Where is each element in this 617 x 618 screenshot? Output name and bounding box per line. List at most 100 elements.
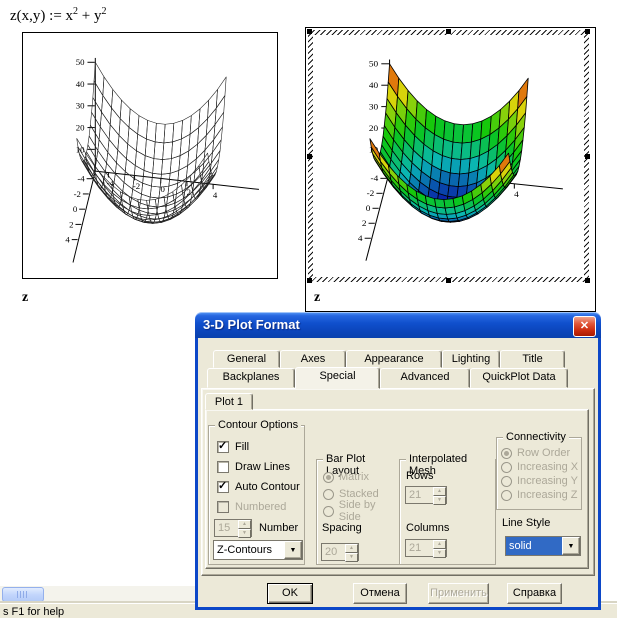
formula-base: z(x,y) := x bbox=[10, 8, 74, 24]
group-caption: Connectivity bbox=[503, 431, 569, 443]
group-caption: Interpolated Mesh bbox=[406, 453, 495, 477]
fill-checkbox[interactable]: Fill bbox=[217, 439, 250, 454]
tab-plot-1[interactable]: Plot 1 bbox=[205, 393, 253, 410]
math-expression[interactable]: z(x,y) := x2 + y2 bbox=[10, 6, 107, 25]
selection-handle[interactable] bbox=[585, 154, 590, 159]
stacked-radio: Stacked bbox=[323, 487, 379, 501]
ok-button[interactable]: OK bbox=[267, 583, 313, 604]
plot-axis-label: z bbox=[22, 290, 29, 305]
scrollbar-grip bbox=[17, 591, 29, 598]
selection-handle[interactable] bbox=[585, 278, 590, 283]
chevron-down-icon[interactable]: ▼ bbox=[284, 541, 302, 559]
svg-text:20: 20 bbox=[76, 123, 85, 133]
svg-text:4: 4 bbox=[358, 233, 363, 243]
checkbox-box bbox=[217, 501, 229, 513]
spinner-value: 21 bbox=[409, 489, 422, 501]
cancel-button[interactable]: Отмена bbox=[353, 583, 407, 604]
svg-text:-4: -4 bbox=[107, 178, 115, 188]
increasing-y-radio: Increasing Y bbox=[501, 474, 578, 488]
auto-contour-checkbox[interactable]: Auto Contour bbox=[217, 479, 300, 494]
radio-label: Increasing Z bbox=[517, 489, 578, 501]
selection-handle[interactable] bbox=[446, 278, 451, 283]
spin-down-icon: ▼ bbox=[433, 549, 446, 558]
radio-circle bbox=[501, 447, 512, 459]
selection-handle[interactable] bbox=[585, 29, 590, 34]
increasing-x-radio: Increasing X bbox=[501, 460, 578, 474]
selection-handle[interactable] bbox=[307, 278, 312, 283]
formula-exponent: 2 bbox=[73, 6, 79, 17]
tab-appearance[interactable]: Appearance bbox=[346, 350, 442, 368]
draw-lines-checkbox[interactable]: Draw Lines bbox=[217, 460, 290, 474]
line-style-select[interactable]: solid ▼ bbox=[505, 536, 581, 556]
status-text: s F1 for help bbox=[3, 606, 65, 618]
svg-text:40: 40 bbox=[76, 79, 85, 89]
dialog-titlebar[interactable]: 3-D Plot Format ✕ bbox=[195, 312, 601, 338]
group-caption: Bar Plot Layout bbox=[323, 453, 399, 477]
tab-quickplot-data[interactable]: QuickPlot Data bbox=[470, 368, 568, 388]
svg-text:2: 2 bbox=[69, 219, 73, 229]
svg-text:-4: -4 bbox=[77, 174, 85, 184]
tab-backplanes[interactable]: Backplanes bbox=[207, 368, 295, 388]
svg-text:-2: -2 bbox=[367, 188, 375, 198]
spin-up-icon: ▲ bbox=[345, 544, 358, 553]
rows-label: Rows bbox=[406, 470, 434, 482]
spinner-value: 15 bbox=[218, 522, 231, 534]
tab-special[interactable]: Special bbox=[295, 367, 380, 389]
svg-text:-2: -2 bbox=[74, 189, 81, 199]
radio-circle bbox=[501, 461, 512, 473]
svg-text:20: 20 bbox=[369, 123, 379, 133]
radio-label: Stacked bbox=[339, 488, 379, 500]
radio-circle bbox=[501, 475, 512, 487]
svg-text:50: 50 bbox=[369, 59, 379, 69]
checkbox-box bbox=[217, 439, 229, 453]
spinner-value: 20 bbox=[325, 546, 338, 558]
bar-plot-layout-group: Bar Plot Layout Matrix Stacked Side by S… bbox=[316, 453, 400, 565]
checkbox-label: Numbered bbox=[235, 501, 287, 513]
tab-lighting[interactable]: Lighting bbox=[442, 350, 500, 368]
selection-handle[interactable] bbox=[446, 29, 451, 34]
svg-text:-2: -2 bbox=[133, 181, 140, 191]
tab-title[interactable]: Title bbox=[500, 350, 565, 368]
checkbox-box bbox=[217, 479, 229, 493]
radio-circle bbox=[323, 505, 334, 517]
svg-text:40: 40 bbox=[369, 80, 379, 90]
radio-label: Matrix bbox=[339, 471, 369, 483]
surface-plot-wireframe-region[interactable]: 50 40 30 20 10 -4 -2 0 2 4 -4 -2 0 2 4 bbox=[22, 32, 278, 279]
spin-down-icon: ▼ bbox=[238, 529, 251, 538]
number-label: Number bbox=[259, 522, 299, 534]
tab-general[interactable]: General bbox=[213, 350, 280, 368]
selection-handle[interactable] bbox=[307, 29, 312, 34]
numbered-checkbox: Numbered bbox=[217, 500, 286, 514]
formula-mid: + y bbox=[78, 8, 102, 24]
tab-advanced[interactable]: Advanced bbox=[380, 368, 470, 388]
horizontal-scrollbar[interactable] bbox=[0, 585, 195, 603]
columns-spinner: 21 ▲ ▼ bbox=[405, 539, 447, 558]
scrollbar-thumb[interactable] bbox=[2, 587, 44, 602]
spacing-label: Spacing bbox=[322, 522, 362, 534]
spin-up-icon: ▲ bbox=[238, 520, 251, 529]
connectivity-group: Connectivity Row Order Increasing X Incr… bbox=[496, 431, 582, 510]
svg-text:0: 0 bbox=[73, 204, 78, 214]
svg-text:4: 4 bbox=[514, 190, 519, 200]
side-by-side-radio: Side by Side bbox=[323, 499, 399, 523]
contour-type-select[interactable]: Z-Contours ▼ bbox=[213, 540, 303, 560]
columns-label: Columns bbox=[406, 522, 450, 534]
checkbox-label: Fill bbox=[235, 441, 250, 453]
dialog-title: 3-D Plot Format bbox=[203, 317, 300, 332]
combo-value: Z-Contours bbox=[217, 544, 273, 556]
help-button[interactable]: Справка bbox=[507, 583, 562, 604]
svg-text:30: 30 bbox=[369, 102, 379, 112]
chevron-down-icon[interactable]: ▼ bbox=[562, 537, 580, 555]
plot-tab-page: Contour Options Fill Draw Lines Auto Con… bbox=[205, 409, 589, 569]
matrix-radio: Matrix bbox=[323, 470, 369, 484]
close-icon[interactable]: ✕ bbox=[573, 316, 596, 337]
selection-handle[interactable] bbox=[307, 154, 312, 159]
tab-axes[interactable]: Axes bbox=[280, 350, 346, 368]
spin-down-icon: ▼ bbox=[345, 553, 358, 562]
svg-text:2: 2 bbox=[187, 187, 191, 197]
radio-label: Increasing X bbox=[517, 461, 579, 473]
svg-text:2: 2 bbox=[362, 218, 367, 228]
